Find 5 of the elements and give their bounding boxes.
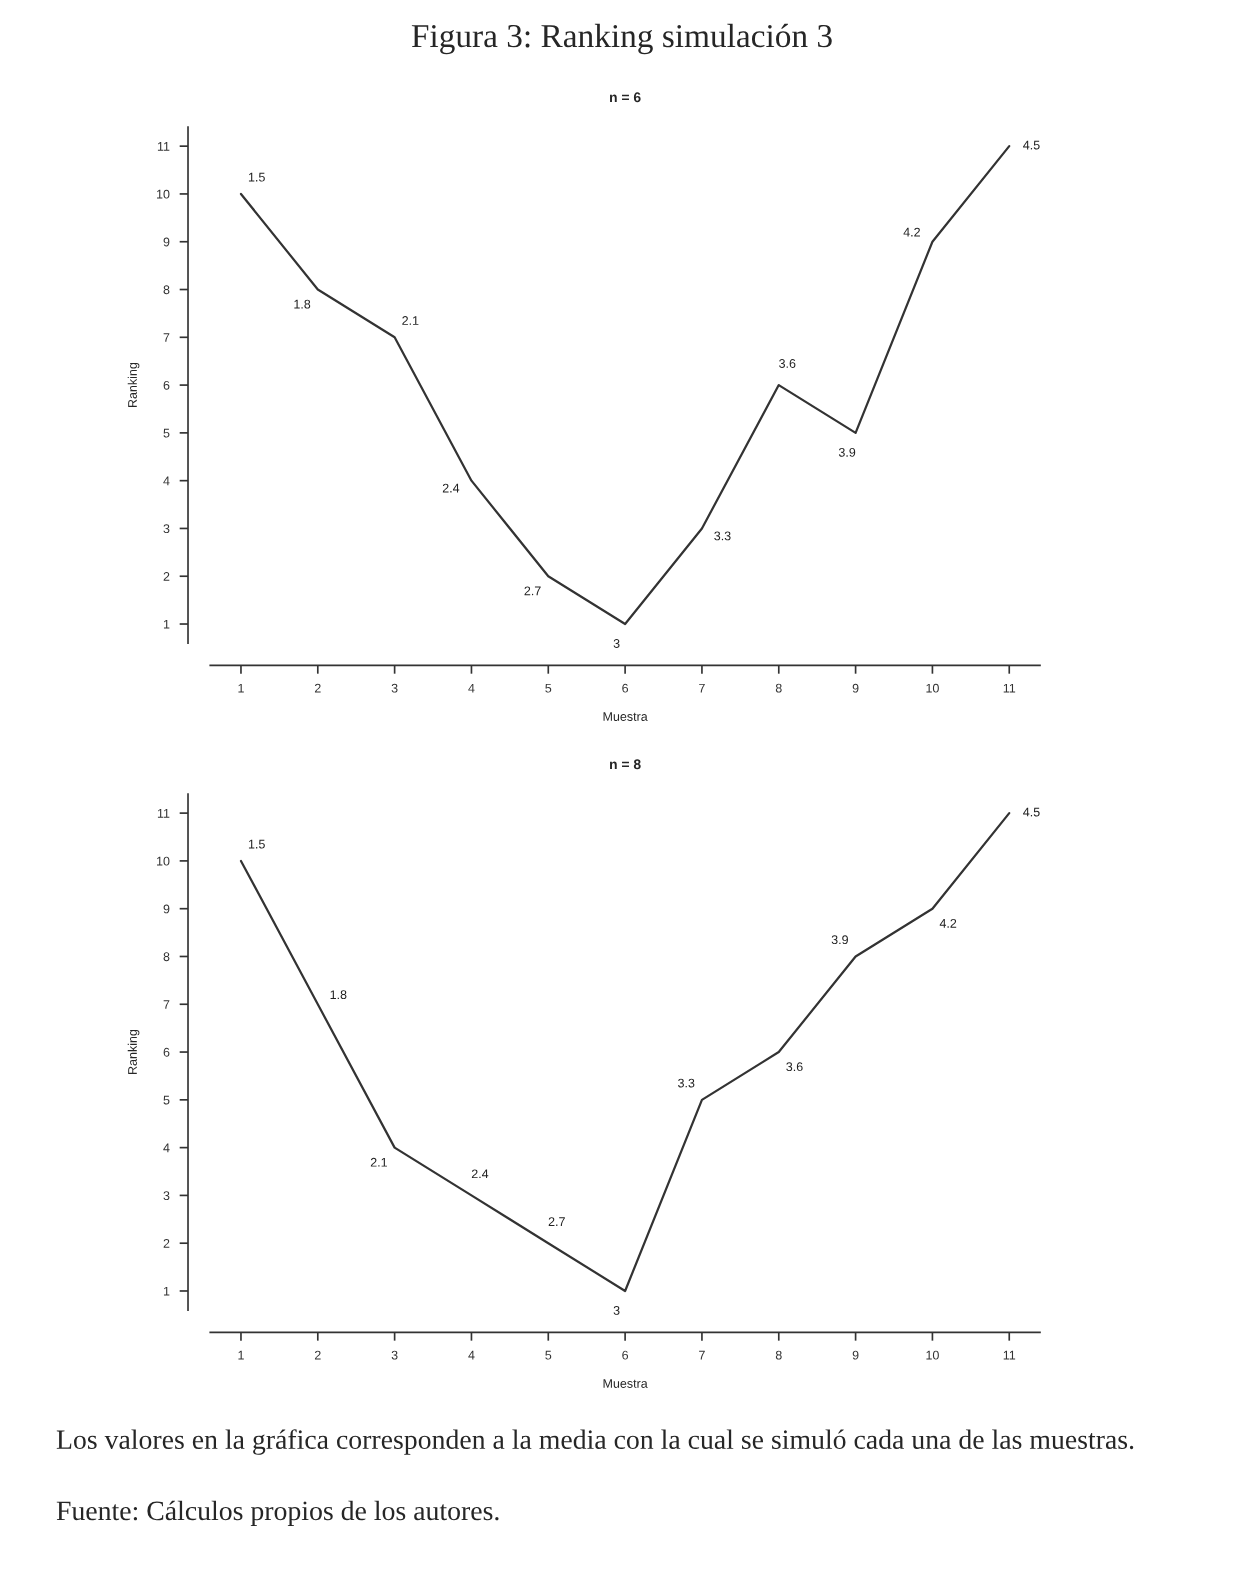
line-series (239, 145, 1011, 626)
line-series (239, 812, 1011, 1293)
source-note: Fuente: Cálculos propios de los autores. (56, 1500, 499, 1526)
text: Los valores en la gráfica corresponden a la media con la cual se simuló cada una de las muestras. (56, 1429, 1134, 1455)
chart-title: Figura 3: Ranking simulación 3 (411, 23, 832, 55)
